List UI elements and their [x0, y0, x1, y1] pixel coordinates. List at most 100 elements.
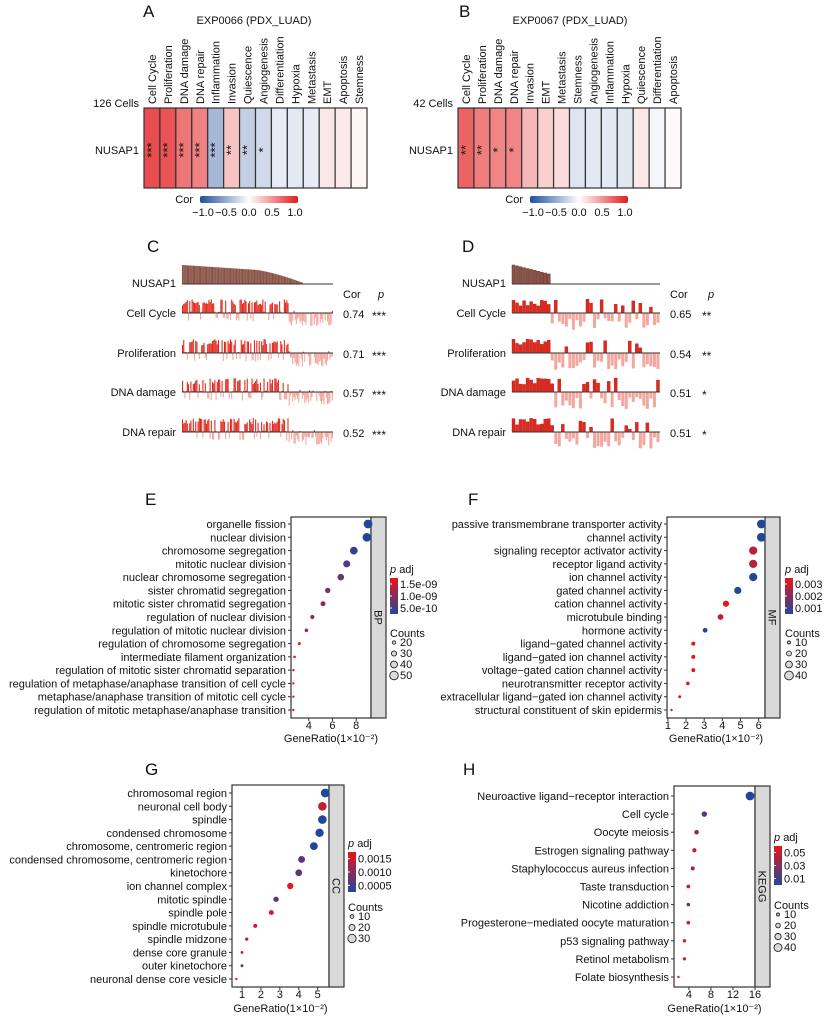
column-label: Cell Cycle [147, 54, 159, 104]
cor-header: Cor [670, 289, 688, 301]
positive-score-bar [525, 305, 530, 314]
negative-score-bar [596, 313, 600, 320]
negative-score-bar [251, 353, 253, 361]
bar-track-panel-c: C NUSAP1 Cor p Cell Cycle 0.74 *** Proliferatio… [111, 237, 386, 446]
gene-expression-bar [265, 271, 268, 284]
padj-tick-label: 0.05 [784, 848, 805, 860]
padj-legend-title: p adj [389, 564, 414, 576]
term-label: neuronal dense core vesicle [90, 974, 227, 986]
negative-score-bar [291, 392, 293, 394]
enrichment-dot [287, 882, 294, 890]
term-label: regulation of chromosome segregation [98, 639, 286, 651]
positive-score-bar [285, 302, 287, 313]
positive-score-bar [299, 389, 301, 392]
positive-score-bar [245, 424, 247, 432]
positive-score-bar [273, 423, 275, 432]
positive-score-bar [532, 342, 537, 354]
positive-score-bar [198, 304, 200, 313]
p-stars: * [702, 388, 707, 402]
gene-label: NUSAP1 [132, 278, 176, 290]
negative-score-bar [301, 353, 303, 367]
negative-score-bar [295, 353, 297, 366]
positive-score-bar [252, 384, 254, 392]
counts-legend-label: 40 [784, 942, 796, 954]
colorbar-tick-label: 1.0 [287, 207, 302, 219]
enrichment-dot [722, 600, 730, 607]
negative-score-bar [642, 313, 646, 328]
positive-score-bar [258, 304, 260, 313]
enrichment-dot [745, 791, 755, 801]
cells-label: 126 Cells [93, 98, 139, 110]
positive-score-bar [223, 421, 226, 432]
positive-score-bar [196, 302, 198, 313]
negative-score-bar [289, 313, 291, 324]
counts-legend-circle [349, 914, 355, 919]
positive-score-bar [522, 384, 526, 393]
gene-expression-bar [262, 270, 264, 284]
positive-score-bar [202, 379, 204, 392]
positive-score-bar [292, 430, 294, 432]
negative-score-bar [649, 432, 653, 449]
counts-legend-circle [775, 922, 781, 929]
negative-score-bar [226, 313, 228, 319]
positive-score-bar [207, 303, 209, 313]
positive-score-bar [213, 303, 215, 313]
negative-score-bar [331, 432, 333, 439]
positive-score-bar [198, 418, 200, 432]
positive-score-bar [610, 418, 614, 433]
negative-score-bar [306, 432, 308, 438]
gene-expression-bar [198, 266, 200, 284]
positive-score-bar [256, 340, 258, 353]
column-label: Hypoxia [620, 63, 632, 104]
negative-score-bar [319, 432, 321, 442]
gene-expression-bar [195, 265, 197, 284]
positive-score-bar [211, 381, 214, 392]
positive-score-bar [237, 420, 239, 432]
negative-score-bar [593, 432, 597, 448]
negative-score-bar [252, 353, 254, 360]
positive-score-bar [287, 418, 289, 432]
negative-score-bar [330, 432, 332, 443]
negative-score-bar [322, 353, 324, 367]
positive-score-bar [274, 378, 276, 392]
positive-score-bar [539, 344, 544, 354]
negative-score-bar [329, 353, 331, 360]
enrichment-dot [295, 869, 303, 877]
gene-expression-bar [301, 282, 304, 284]
adj-text: adj [794, 564, 809, 576]
gene-expression-bar [281, 275, 283, 284]
colorbar-tick-label: −0.5 [545, 207, 567, 219]
cells-label: 42 Cells [413, 98, 453, 110]
negative-score-bar [578, 313, 582, 327]
positive-score-bar [263, 311, 265, 313]
positive-score-bar [234, 339, 236, 353]
positive-score-bar [536, 305, 540, 314]
gene-expression-bar [226, 267, 228, 284]
term-label: Neuroactive ligand−receptor interaction [477, 791, 669, 803]
negative-score-bar [568, 353, 572, 369]
positive-score-bar [191, 430, 193, 432]
gene-expression-bar [263, 271, 265, 284]
positive-score-bar [273, 342, 275, 353]
heatmap-panel-a: A EXP0066 (PDX_LUAD) 126 Cells NUSAP1 Cell C… [93, 2, 368, 219]
term-label: neurotransmitter receptor activity [502, 678, 663, 690]
panel-label: F [468, 490, 478, 509]
negative-score-bar [638, 392, 642, 399]
enrichment-dot [701, 811, 708, 817]
positive-score-bar [536, 424, 540, 433]
positive-score-bar [532, 419, 537, 433]
positive-score-bar [190, 420, 192, 432]
positive-score-bar [250, 421, 252, 432]
gene-expression-bar [233, 268, 235, 284]
term-label: regulation of mitotic metaphase/anaphase… [34, 705, 286, 717]
positive-score-bar [238, 418, 240, 432]
gene-expression-bar [238, 268, 240, 284]
negative-score-bar [617, 432, 621, 446]
negative-score-bar [596, 353, 600, 361]
negative-score-bar [642, 432, 646, 446]
positive-score-bar [191, 299, 193, 313]
negative-score-bar [207, 392, 209, 399]
heatmap-cell [350, 107, 368, 189]
positive-score-bar [288, 351, 290, 353]
negative-score-bar [259, 432, 261, 440]
